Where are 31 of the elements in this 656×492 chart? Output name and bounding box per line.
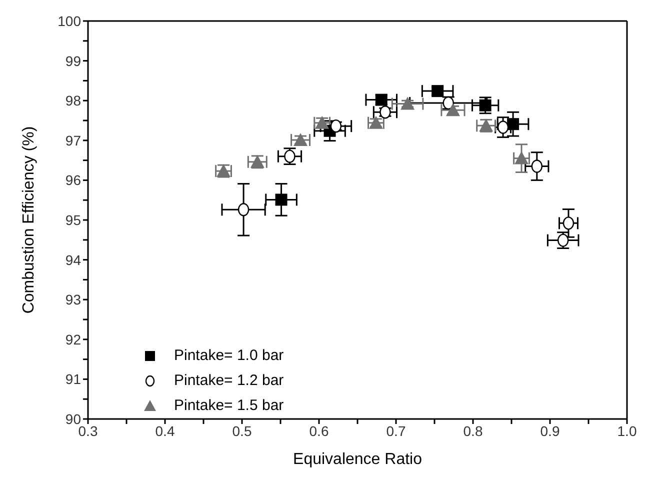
y-tick-label: 97 <box>65 132 82 148</box>
point <box>507 118 520 130</box>
x-tick-label: 0.4 <box>155 422 175 439</box>
y-tick-label: 91 <box>65 371 82 388</box>
y-tick-label: 100 <box>58 12 82 29</box>
y-tick-label: 98 <box>65 92 82 109</box>
legend-label: Pintake= 1.5 bar <box>174 397 284 414</box>
point <box>400 96 415 110</box>
y-tick-label: 96 <box>65 172 82 188</box>
point <box>557 234 569 247</box>
y-axis-title: Combustion Efficiency (%) <box>20 126 38 314</box>
y-tick-label: 93 <box>65 292 82 308</box>
point <box>562 216 574 230</box>
x-axis-title: Equivalence Ratio <box>293 451 422 468</box>
point <box>479 99 492 112</box>
y-tick-label: 94 <box>65 252 82 268</box>
y-tick-label: 92 <box>65 331 82 348</box>
x-tick-label: 0.9 <box>540 422 560 439</box>
legend-label: Pintake= 1.2 bar <box>174 372 284 389</box>
point <box>531 160 543 173</box>
x-tick-label: 0.6 <box>309 422 329 439</box>
point <box>284 150 296 163</box>
point <box>238 203 250 216</box>
legend-label: Pintake= 1.0 bar <box>174 347 284 364</box>
x-tick-label: 1.0 <box>617 422 637 439</box>
x-tick-label: 0.8 <box>463 422 483 439</box>
x-tick-label: 0.7 <box>386 422 406 439</box>
y-tick-label: 95 <box>65 212 82 228</box>
point <box>275 194 288 206</box>
y-tick-label: 99 <box>65 52 82 69</box>
x-tick-label: 0.5 <box>232 422 252 439</box>
